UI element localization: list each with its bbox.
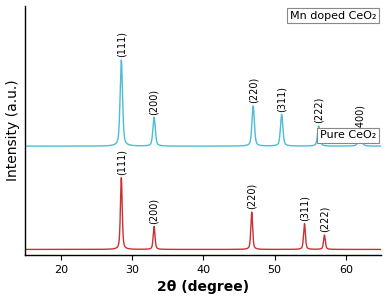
Text: (220): (220) bbox=[248, 77, 258, 103]
X-axis label: 2θ (degree): 2θ (degree) bbox=[157, 280, 249, 294]
Text: (111): (111) bbox=[116, 149, 126, 175]
Text: (200): (200) bbox=[149, 197, 159, 224]
Text: (111): (111) bbox=[116, 31, 126, 57]
Text: (222): (222) bbox=[319, 206, 329, 232]
Text: Mn doped CeO₂: Mn doped CeO₂ bbox=[289, 11, 376, 20]
Text: Pure CeO₂: Pure CeO₂ bbox=[320, 130, 376, 140]
Y-axis label: Intensity (a.u.): Intensity (a.u.) bbox=[5, 80, 20, 181]
Text: (200): (200) bbox=[149, 88, 159, 115]
Text: (222): (222) bbox=[314, 97, 324, 123]
Text: (311): (311) bbox=[300, 195, 310, 221]
Text: (311): (311) bbox=[277, 86, 287, 112]
Text: (400): (400) bbox=[355, 104, 365, 130]
Text: (220): (220) bbox=[247, 183, 257, 209]
